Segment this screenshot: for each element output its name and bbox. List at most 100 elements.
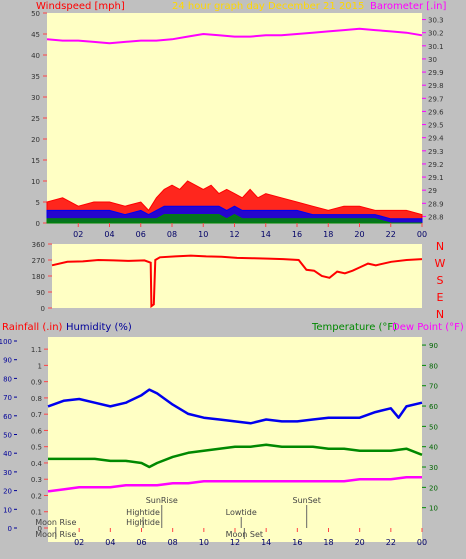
baro-y-tick-label: 30.2 (428, 30, 444, 38)
baro-y-tick-label: 29.6 (428, 108, 444, 116)
baro-y-tick-label: 28.9 (428, 200, 444, 208)
baro-y-tick-label: 29.1 (428, 174, 444, 182)
rain-y-tick-label: 0.6 (31, 427, 43, 435)
wind-y-tick-label: 45 (31, 31, 40, 39)
temp-y-tick-label: 90 (429, 342, 438, 350)
baro-y-tick-label: 29.5 (428, 122, 444, 130)
compass-letter: E (437, 291, 444, 304)
series-dew-point-line (47, 475, 422, 493)
x-tick-label: 02 (74, 538, 84, 547)
x-tick-label: 02 (73, 230, 83, 239)
baro-y-tick-label: 29.2 (428, 161, 444, 169)
event-label: Moon Rise (35, 530, 76, 539)
dir-y-tick-label: 0 (41, 305, 45, 313)
x-tick-label: 18 (323, 538, 333, 547)
x-tick-label: 10 (198, 230, 208, 239)
x-tick-label: 16 (292, 538, 302, 547)
x-tick-label: 04 (104, 230, 114, 239)
baro-y-tick-label: 28.8 (428, 213, 444, 221)
x-tick-label: 12 (229, 230, 239, 239)
humidity-y-tick-label: 30 (3, 469, 12, 477)
event-label: Hightide (126, 508, 160, 517)
dir-y-tick-label: 360 (32, 241, 45, 249)
event-label: SunSet (293, 496, 321, 505)
event-label: Moon Rise (35, 518, 76, 527)
wind-y-tick-label: 15 (31, 157, 40, 165)
x-tick-label: 00 (417, 230, 427, 239)
temp-title: Temperature (°F) (311, 322, 397, 333)
wind-y-tick-label: 40 (31, 52, 40, 60)
temp-y-tick-label: 50 (429, 423, 438, 431)
wind-y-tick-label: 30 (31, 94, 40, 102)
wind-y-tick-label: 10 (31, 178, 40, 186)
temp-y-tick-label: 70 (429, 383, 438, 391)
baro-title: Barometer [.in] (370, 1, 446, 12)
rain-title: Rainfall (.in) (2, 322, 63, 333)
panel-humidity-plot (48, 337, 422, 542)
wind-title: Windspeed [mph] (36, 1, 125, 12)
temp-y-tick-label: 30 (429, 464, 438, 472)
series-wind-direction-line (51, 254, 423, 309)
temp-y-tick-label: 10 (429, 505, 438, 513)
humidity-y-tick-label: 40 (3, 450, 12, 458)
compass-letter: N (436, 240, 444, 253)
rain-y-tick-label: 0.4 (31, 460, 43, 468)
rain-y-tick-label: 0.9 (31, 379, 42, 387)
series-barometer-line (46, 27, 423, 45)
event-label: Lowtide (226, 508, 257, 517)
humidity-y-tick-label: 10 (3, 506, 12, 514)
compass-letter: W (435, 257, 446, 270)
series-low-area (46, 214, 422, 224)
dew-title: Dew Point (°F) (392, 322, 464, 333)
event-label: SunRise (146, 496, 178, 505)
rain-y-tick-label: 0.5 (31, 444, 42, 452)
rain-y-tick-label: 0.8 (31, 395, 42, 403)
x-tick-label: 16 (292, 230, 302, 239)
wind-y-tick-label: 35 (31, 73, 40, 81)
center-title: 24 hour graph day December 21 2015 (172, 1, 364, 12)
baro-y-tick-label: 29.9 (428, 69, 444, 77)
x-tick-label: 04 (105, 538, 115, 547)
x-tick-label: 06 (136, 538, 146, 547)
humidity-y-tick-label: 100 (0, 338, 12, 346)
dir-y-tick-label: 90 (36, 289, 45, 297)
baro-y-tick-label: 29.3 (428, 148, 444, 156)
dir-y-tick-label: 180 (32, 273, 45, 281)
baro-y-tick-label: 29 (428, 187, 437, 195)
wind-y-tick-label: 50 (31, 10, 40, 18)
rain-y-tick-label: 0.1 (31, 509, 42, 517)
humidity-y-tick-label: 0 (8, 525, 12, 533)
baro-y-tick-label: 30.3 (428, 17, 444, 25)
rain-y-tick-label: 0.2 (31, 492, 42, 500)
temp-y-tick-label: 60 (429, 403, 438, 411)
humidity-y-tick-label: 70 (3, 394, 12, 402)
panel-wind-plot (47, 13, 422, 223)
x-tick-label: 14 (261, 538, 271, 547)
wind-y-tick-label: 5 (36, 199, 40, 207)
x-tick-label: 20 (354, 230, 364, 239)
humidity-title: Humidity (%) (66, 322, 132, 333)
x-tick-label: 00 (417, 538, 427, 547)
x-tick-label: 22 (386, 230, 396, 239)
x-tick-label: 08 (168, 538, 178, 547)
series-humidity-line (47, 388, 423, 425)
event-label: Hightide (126, 518, 160, 527)
baro-y-tick-label: 29.7 (428, 95, 444, 103)
x-tick-label: 18 (323, 230, 333, 239)
x-tick-label: 08 (167, 230, 177, 239)
rain-y-tick-label: 0.7 (31, 411, 42, 419)
temp-y-tick-label: 20 (429, 484, 438, 492)
wind-y-tick-label: 25 (31, 115, 40, 123)
wind-y-tick-label: 0 (36, 220, 40, 228)
humidity-y-tick-label: 60 (3, 413, 12, 421)
baro-y-tick-label: 29.8 (428, 82, 444, 90)
series-temperature-line (48, 443, 423, 469)
wind-y-tick-label: 20 (31, 136, 40, 144)
rain-y-tick-label: 1.1 (31, 346, 42, 354)
humidity-y-tick-label: 90 (3, 357, 12, 365)
x-tick-label: 12 (230, 538, 240, 547)
temp-y-tick-label: 40 (429, 444, 438, 452)
x-tick-label: 20 (355, 538, 365, 547)
temp-y-tick-label: 80 (429, 362, 438, 370)
